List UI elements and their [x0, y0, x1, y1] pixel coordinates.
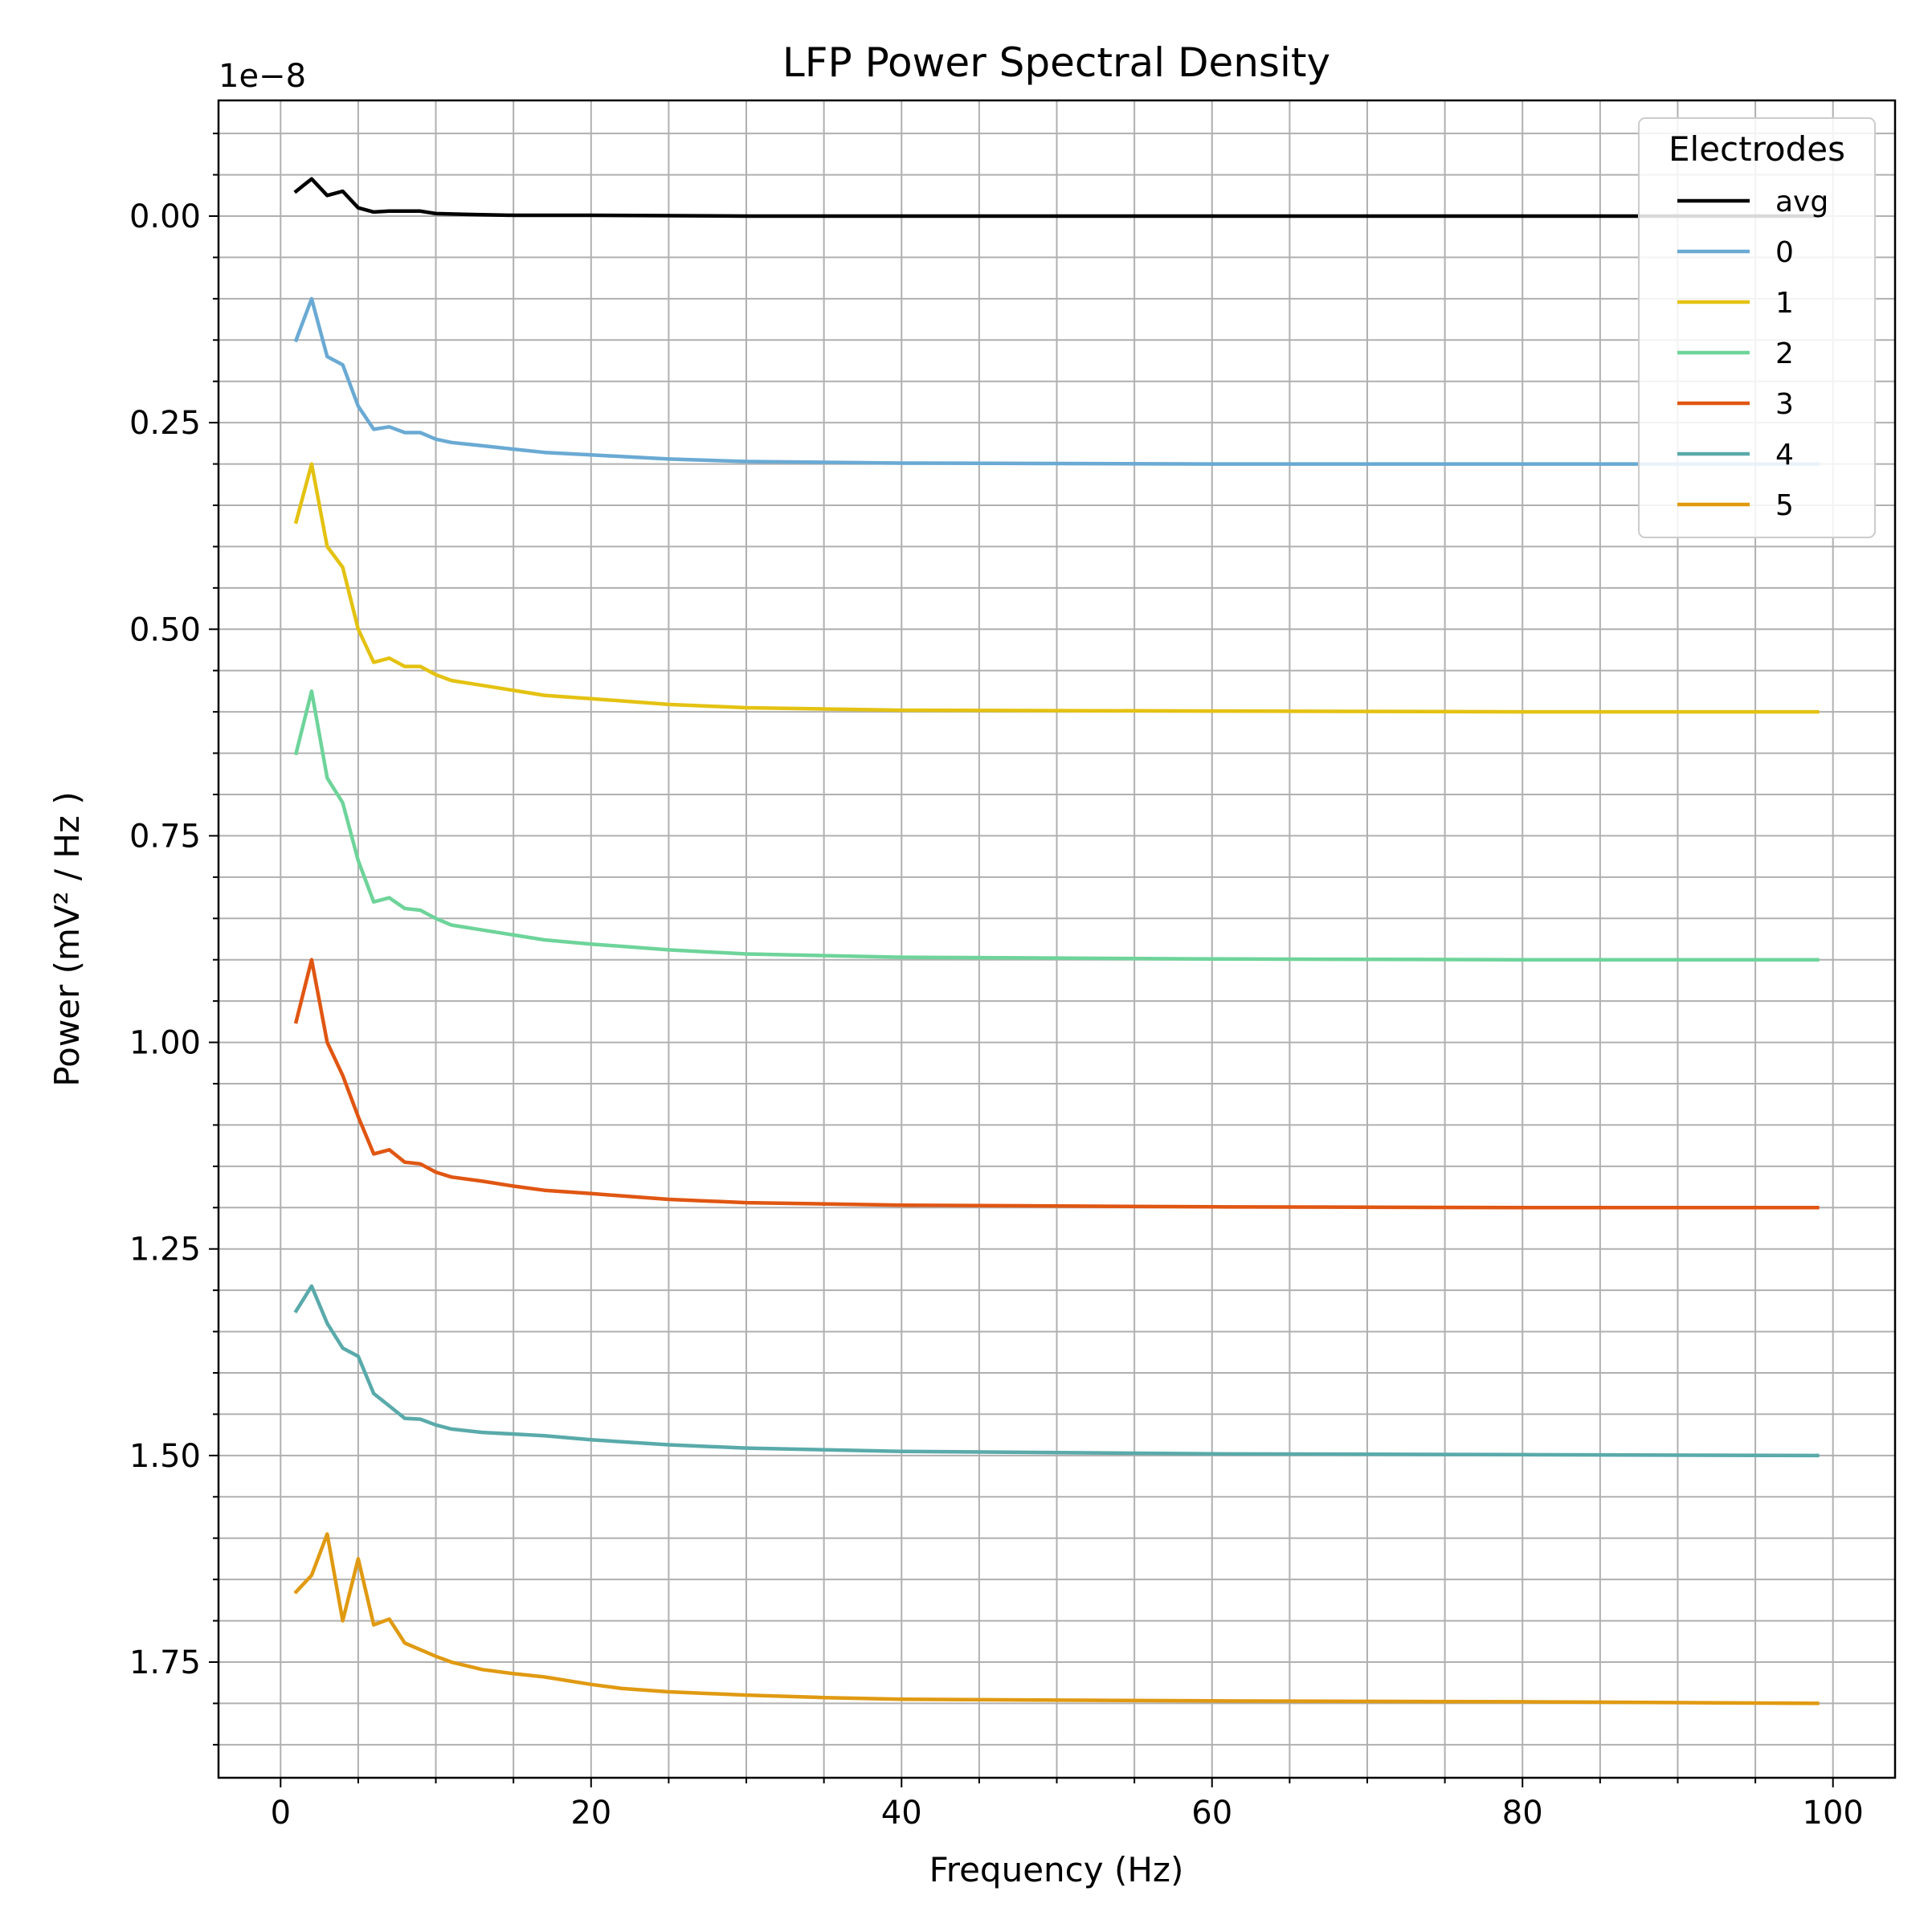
series-line-3: [293, 958, 1820, 1210]
y-tick-label: 0.50: [129, 611, 201, 648]
x-tick-label: 80: [1502, 1795, 1543, 1832]
series-layer: [293, 177, 1820, 1705]
x-axis-label: Frequency (Hz): [929, 1850, 1184, 1889]
series-line-avg: [293, 177, 1820, 219]
legend-label-1: 1: [1775, 287, 1794, 320]
legend-label-2: 2: [1775, 337, 1794, 370]
series-line-1: [293, 462, 1820, 714]
y-tick-label: 0.00: [129, 198, 201, 235]
series-line-2: [293, 689, 1820, 962]
y-axis-label: Power (mV² / Hz ): [47, 791, 87, 1086]
chart-title: LFP Power Spectral Density: [782, 39, 1330, 86]
series-line-4: [293, 1284, 1820, 1458]
legend-box: [1638, 117, 1876, 538]
legend-label-avg: avg: [1775, 186, 1828, 219]
y-tick-label: 0.25: [129, 405, 201, 442]
x-tick-label: 20: [570, 1795, 611, 1832]
legend-label-5: 5: [1775, 489, 1794, 522]
x-tick-label: 100: [1803, 1795, 1864, 1832]
legend-label-3: 3: [1775, 388, 1794, 421]
series-line-5: [293, 1532, 1820, 1705]
legend-items: avg 0 1 2 3 4 5: [1677, 186, 1828, 522]
y-tick-label: 0.75: [129, 818, 201, 855]
legend-label-4: 4: [1775, 439, 1794, 472]
tick-layer: 0 20 40 60 80 1000.000.250.500.751.001.251.50…: [129, 133, 1864, 1832]
x-tick-label: 0: [271, 1795, 291, 1832]
x-tick-label: 40: [881, 1795, 922, 1832]
y-tick-label: 1.25: [129, 1231, 201, 1268]
series-line-0: [293, 296, 1820, 466]
legend: Electrodes avg 0 1 2 3 4 5: [1638, 117, 1876, 538]
y-offset-text: 1e−8: [219, 58, 306, 95]
legend-label-0: 0: [1775, 236, 1794, 269]
legend-title: Electrodes: [1669, 129, 1845, 169]
y-tick-label: 1.00: [129, 1025, 201, 1062]
y-tick-label: 1.50: [129, 1438, 201, 1475]
x-tick-label: 60: [1191, 1795, 1232, 1832]
y-tick-label: 1.75: [129, 1644, 201, 1681]
